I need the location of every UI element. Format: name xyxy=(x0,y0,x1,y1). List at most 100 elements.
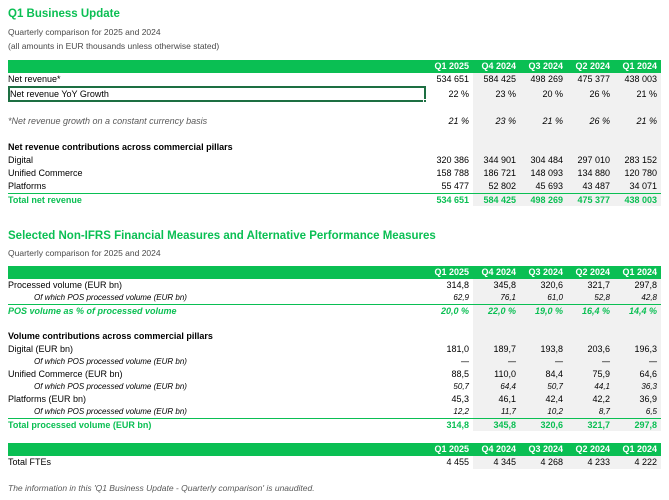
column-header[interactable]: Q1 2025 xyxy=(434,267,469,277)
value-cell[interactable]: 438 003 xyxy=(624,195,657,205)
value-cell[interactable]: 45,3 xyxy=(451,394,469,404)
value-cell[interactable]: — xyxy=(508,357,516,366)
value-cell[interactable]: 46,1 xyxy=(498,394,516,404)
row-label[interactable]: Total net revenue xyxy=(8,195,82,205)
column-header[interactable]: Q1 2024 xyxy=(622,444,657,454)
value-cell[interactable]: — xyxy=(461,357,469,366)
value-cell[interactable]: 22,0 % xyxy=(487,306,516,316)
value-cell[interactable]: — xyxy=(649,357,657,366)
value-cell[interactable] xyxy=(567,141,614,154)
value-cell[interactable]: 584 425 xyxy=(483,74,516,84)
column-header[interactable]: Q1 2024 xyxy=(622,267,657,277)
value-cell[interactable] xyxy=(614,141,661,154)
value-cell[interactable]: 196,3 xyxy=(634,344,657,354)
value-cell[interactable]: 297 010 xyxy=(577,155,610,165)
value-cell[interactable]: 42,8 xyxy=(641,293,657,302)
value-cell[interactable]: 297,8 xyxy=(634,280,657,290)
value-cell[interactable] xyxy=(520,330,567,343)
row-label[interactable]: Processed volume (EUR bn) xyxy=(8,280,123,290)
value-cell[interactable]: 320 386 xyxy=(436,155,469,165)
value-cell[interactable]: 26 % xyxy=(589,116,610,126)
value-cell[interactable]: 21 % xyxy=(636,116,657,126)
row-label[interactable]: POS volume as % of processed volume xyxy=(8,306,177,316)
value-cell[interactable]: 344 901 xyxy=(483,155,516,165)
value-cell[interactable]: 498 269 xyxy=(530,74,563,84)
row-label[interactable]: Total processed volume (EUR bn) xyxy=(8,420,152,430)
value-cell[interactable]: 321,7 xyxy=(587,420,610,430)
value-cell[interactable]: 23 % xyxy=(495,89,516,99)
row-label[interactable]: Net revenue* xyxy=(8,74,61,84)
column-header[interactable]: Q3 2024 xyxy=(528,444,563,454)
value-cell[interactable]: 8,7 xyxy=(598,407,610,416)
value-cell[interactable]: 4 345 xyxy=(493,457,516,467)
row-label[interactable]: Digital xyxy=(8,155,34,165)
value-cell[interactable]: 283 152 xyxy=(624,155,657,165)
value-cell[interactable]: 438 003 xyxy=(624,74,657,84)
value-cell[interactable]: 14,4 % xyxy=(628,306,657,316)
value-cell[interactable]: 345,8 xyxy=(493,280,516,290)
value-cell[interactable]: 36,3 xyxy=(641,382,657,391)
value-cell[interactable]: 193,8 xyxy=(540,344,563,354)
row-label[interactable]: Unified Commerce (EUR bn) xyxy=(8,369,123,379)
column-header[interactable]: Q1 2025 xyxy=(434,444,469,454)
value-cell[interactable]: 475 377 xyxy=(577,74,610,84)
row-label[interactable]: Platforms xyxy=(8,181,47,191)
value-cell[interactable]: 110,0 xyxy=(494,369,516,379)
value-cell[interactable] xyxy=(520,141,567,154)
value-cell[interactable]: — xyxy=(602,357,610,366)
selection-fill-handle[interactable] xyxy=(423,99,427,103)
row-label[interactable]: Platforms (EUR bn) xyxy=(8,394,87,404)
value-cell[interactable]: 50,7 xyxy=(547,382,563,391)
value-cell[interactable]: 4 233 xyxy=(587,457,610,467)
value-cell[interactable]: 22 % xyxy=(448,89,469,99)
row-label[interactable]: Total FTEs xyxy=(8,457,52,467)
value-cell[interactable]: 76,1 xyxy=(500,293,516,302)
value-cell[interactable]: 203,6 xyxy=(587,344,610,354)
row-label[interactable]: Of which POS processed volume (EUR bn) xyxy=(34,382,187,391)
value-cell[interactable]: 158 788 xyxy=(436,168,469,178)
value-cell[interactable]: 314,8 xyxy=(446,420,469,430)
value-cell[interactable]: 120 780 xyxy=(624,168,657,178)
value-cell[interactable]: 321,7 xyxy=(587,280,610,290)
value-cell[interactable]: 12,2 xyxy=(453,407,469,416)
value-cell[interactable]: 297,8 xyxy=(634,420,657,430)
row-label[interactable]: Of which POS processed volume (EUR bn) xyxy=(34,357,187,366)
value-cell[interactable]: 20 % xyxy=(542,89,563,99)
column-header[interactable]: Q4 2024 xyxy=(481,444,516,454)
value-cell[interactable]: 584 425 xyxy=(483,195,516,205)
value-cell[interactable]: 75,9 xyxy=(592,369,610,379)
row-label[interactable]: *Net revenue growth on a constant curren… xyxy=(8,116,208,126)
value-cell[interactable]: 320,6 xyxy=(540,420,563,430)
value-cell[interactable] xyxy=(426,141,473,154)
value-cell[interactable]: 534 651 xyxy=(436,195,469,205)
row-label[interactable]: Net revenue contributions across commerc… xyxy=(8,142,233,152)
value-cell[interactable]: 61,0 xyxy=(547,293,563,302)
value-cell[interactable]: 181,0 xyxy=(446,344,469,354)
value-cell[interactable]: 45 693 xyxy=(535,181,563,191)
value-cell[interactable]: 16,4 % xyxy=(581,306,610,316)
value-cell[interactable]: 64,4 xyxy=(500,382,516,391)
value-cell[interactable]: 134 880 xyxy=(577,168,610,178)
column-header[interactable]: Q3 2024 xyxy=(528,61,563,71)
value-cell[interactable]: — xyxy=(555,357,563,366)
value-cell[interactable]: 320,6 xyxy=(540,280,563,290)
value-cell[interactable]: 64,6 xyxy=(639,369,657,379)
value-cell[interactable] xyxy=(473,330,520,343)
value-cell[interactable]: 304 484 xyxy=(530,155,563,165)
column-header[interactable]: Q2 2024 xyxy=(575,267,610,277)
value-cell[interactable]: 6,5 xyxy=(645,407,657,416)
value-cell[interactable]: 534 651 xyxy=(436,74,469,84)
row-label[interactable]: Of which POS processed volume (EUR bn) xyxy=(34,407,187,416)
value-cell[interactable]: 26 % xyxy=(589,89,610,99)
value-cell[interactable]: 314,8 xyxy=(446,280,469,290)
value-cell[interactable]: 52,8 xyxy=(594,293,610,302)
value-cell[interactable]: 21 % xyxy=(542,116,563,126)
column-header[interactable]: Q4 2024 xyxy=(481,61,516,71)
value-cell[interactable]: 186 721 xyxy=(483,168,516,178)
column-header[interactable]: Q1 2024 xyxy=(622,61,657,71)
value-cell[interactable]: 148 093 xyxy=(530,168,563,178)
column-header[interactable]: Q2 2024 xyxy=(575,61,610,71)
value-cell[interactable] xyxy=(567,330,614,343)
value-cell[interactable]: 20,0 % xyxy=(440,306,469,316)
value-cell[interactable]: 44,1 xyxy=(594,382,610,391)
